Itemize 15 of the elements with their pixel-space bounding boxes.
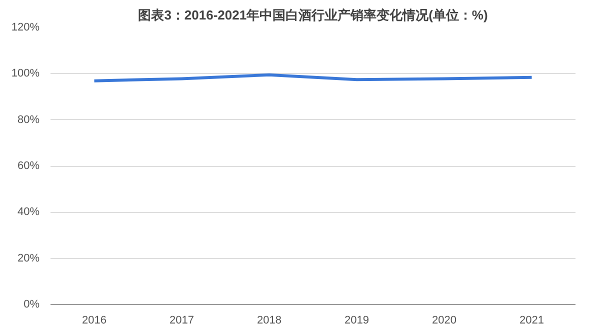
y-tick-label: 80% [17,114,40,126]
y-tick-label: 100% [11,68,40,80]
y-tick-label: 120% [11,22,40,34]
x-tick-label: 2021 [520,314,544,326]
y-tick-label: 20% [17,252,40,264]
x-tick-label: 2017 [170,314,194,326]
y-tick-label: 0% [24,298,40,310]
x-tick-label: 2019 [344,314,369,326]
line-series [92,73,534,82]
x-tick-label: 2018 [257,314,282,326]
y-tick-label: 60% [17,160,40,172]
chart-title: 图表3：2016-2021年中国白酒行业产销率变化情况(单位：%) [138,8,488,22]
y-tick-label: 40% [17,206,40,218]
x-tick-label: 2016 [82,314,106,326]
x-tick-label: 2020 [432,314,456,326]
